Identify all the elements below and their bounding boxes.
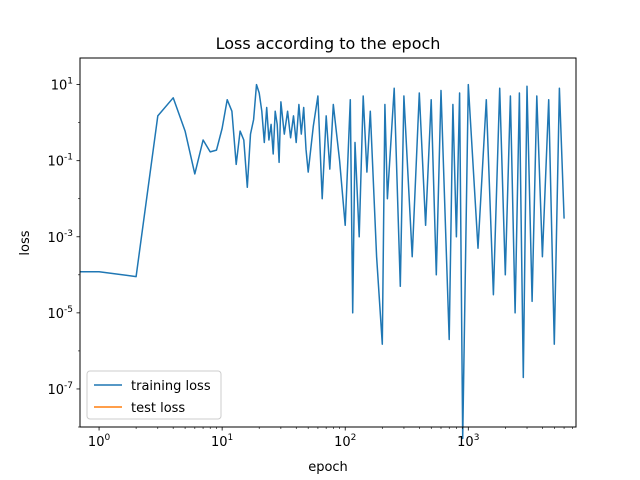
- y-tick-label: 10-5: [47, 305, 73, 322]
- series-layer: [80, 83, 565, 440]
- y-axis-label: loss: [18, 230, 33, 255]
- chart-title: Loss according to the epoch: [216, 34, 441, 53]
- y-tick-label: 10-1: [47, 153, 73, 170]
- x-tick-label: 101: [211, 433, 233, 450]
- x-tick-label: 102: [334, 433, 356, 450]
- y-tick-label: 10-7: [47, 381, 73, 398]
- legend-label-training-loss: training loss: [131, 379, 211, 394]
- x-tick-label: 103: [457, 433, 479, 450]
- x-tick-label: 100: [88, 433, 111, 450]
- ticks-layer: 100 101 102 103 101 10-1 10-3 10-5 10-7: [47, 77, 573, 450]
- x-axis-label: epoch: [308, 460, 348, 475]
- legend-label-test-loss: test loss: [131, 401, 185, 416]
- y-tick-label: 101: [51, 77, 73, 94]
- series-line-training-loss: [80, 83, 565, 440]
- y-tick-label: 10-3: [47, 229, 73, 246]
- plot-frame: [79, 57, 577, 428]
- legend: training loss test loss: [86, 370, 222, 420]
